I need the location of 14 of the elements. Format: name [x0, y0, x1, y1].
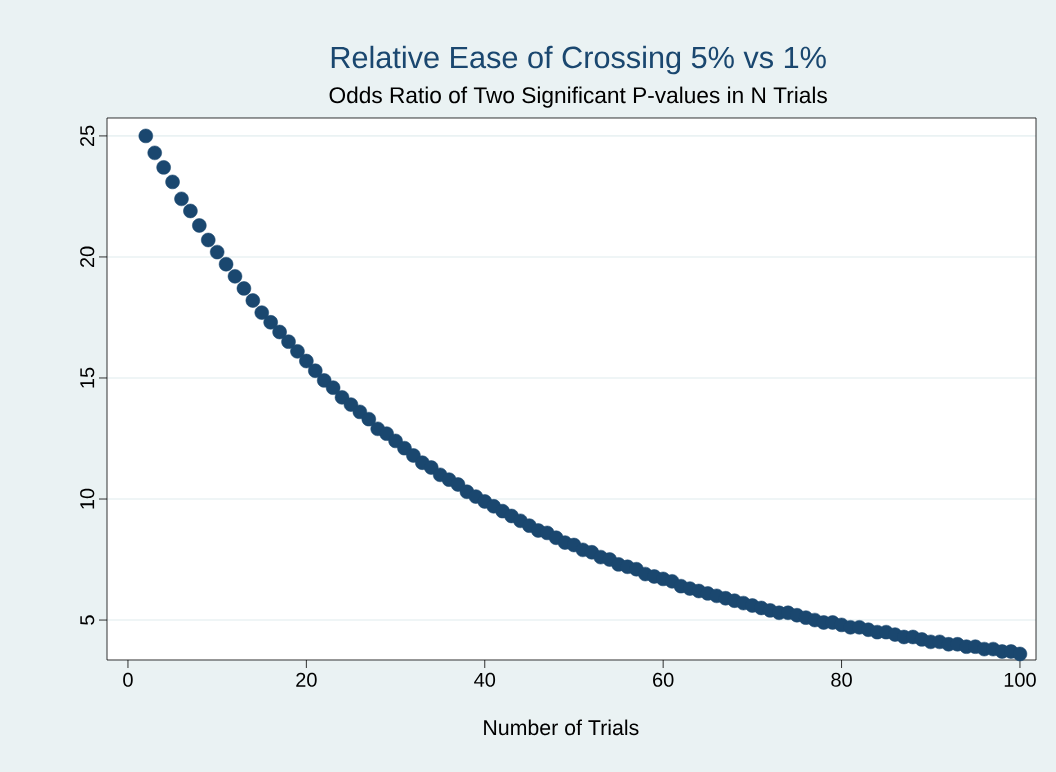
- x-tick-label: 40: [474, 672, 496, 687]
- y-tick-label: 25: [80, 125, 95, 147]
- x-tick-label: 60: [653, 672, 674, 687]
- chart-title: Relative Ease of Crossing 5% vs 1%: [331, 45, 826, 75]
- x-tick-label: 100: [1004, 672, 1036, 687]
- y-tick-label: 5: [80, 615, 95, 625]
- y-tick-label: 15: [80, 367, 95, 388]
- x-tick-label: 0: [123, 672, 133, 687]
- chart-subtitle: Odds Ratio of Two Significant P-values in N Trials: [329, 86, 827, 108]
- y-tick-label: 10: [80, 488, 95, 509]
- x-tick-label: 20: [296, 672, 317, 687]
- x-tick-label: 80: [831, 672, 852, 687]
- y-tick-label: 20: [80, 246, 95, 268]
- x-axis-title: Number of Trials: [484, 719, 639, 736]
